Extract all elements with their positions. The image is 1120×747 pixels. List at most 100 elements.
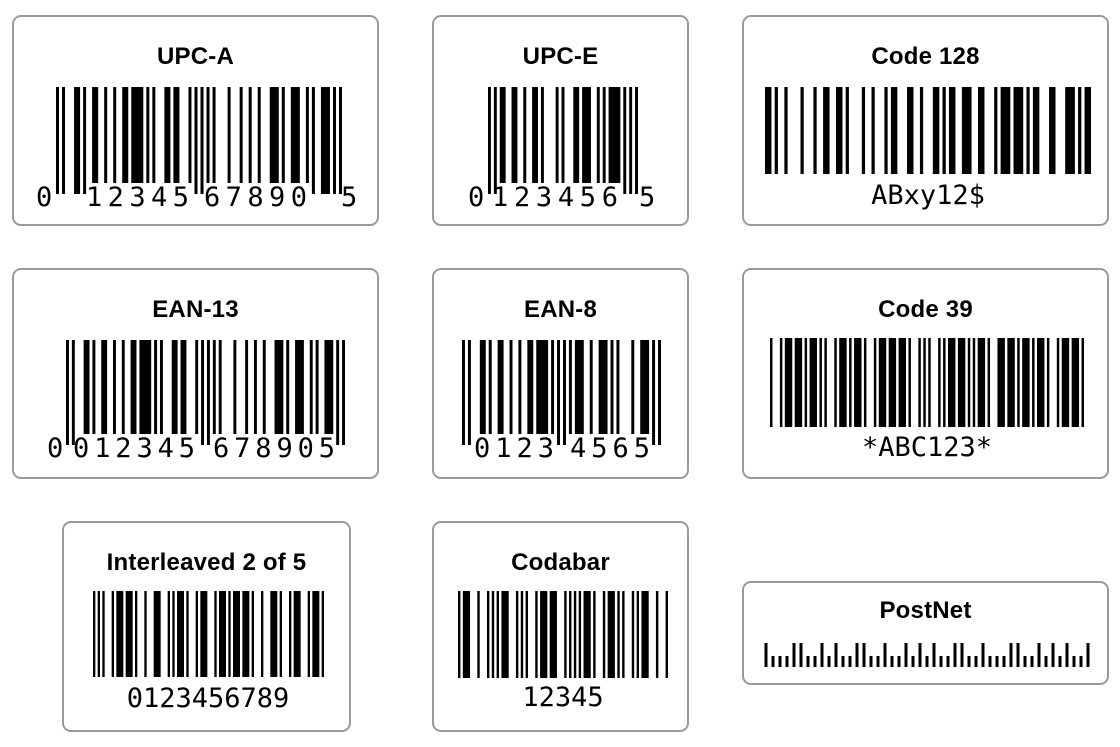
upc-a-digits-left: 12345: [86, 182, 189, 213]
barcode-bar: [321, 591, 324, 677]
postnet-bar: [1079, 656, 1083, 667]
postnet-bar: [1051, 643, 1055, 667]
barcode-bar: [74, 87, 81, 194]
postnet-bar: [939, 656, 943, 667]
barcode-bar: [152, 87, 156, 183]
card-title: Code 128: [871, 43, 980, 70]
barcode-bar: [479, 340, 486, 434]
barcode-bar: [122, 87, 129, 183]
postnet-bar: [1072, 656, 1076, 667]
barcode-bar: [491, 591, 495, 678]
barcode-bar: [214, 591, 217, 677]
barcode-bar: [932, 87, 940, 174]
barcode-bar: [206, 87, 210, 183]
barcode-bar: [836, 87, 843, 174]
barcode-bar: [218, 340, 222, 434]
barcode-bar: [863, 338, 867, 427]
barcode-bar: [1022, 338, 1030, 427]
barcode-bar: [1026, 87, 1030, 174]
barcode-card-ean-13: EAN-13 0 012345 678905: [12, 268, 379, 479]
barcode-bar: [629, 87, 633, 194]
barcode-bar: [242, 591, 250, 677]
postnet-bar: [771, 656, 775, 667]
barcode-bar: [809, 338, 817, 427]
interleaved-2-of-5-barcode: 0123456789: [93, 591, 324, 714]
postnet-bar: [1009, 643, 1013, 667]
barcode-bar: [467, 340, 471, 445]
barcode-card-interleaved-2-of-5: Interleaved 2 of 5 0123456789: [62, 521, 351, 732]
barcode-bar: [144, 591, 147, 677]
postnet-bar: [904, 643, 908, 667]
barcode-bar: [779, 338, 783, 427]
barcode-bar: [938, 338, 941, 427]
barcode-bar: [1078, 87, 1082, 174]
postnet-bar: [1016, 643, 1020, 667]
barcode-bar: [131, 87, 144, 183]
barcode-bar: [295, 340, 304, 434]
barcode-bar: [509, 340, 513, 434]
barcode-bar: [784, 87, 788, 174]
barcode-bar: [239, 87, 243, 183]
barcode-bar: [898, 338, 906, 427]
barcode-bar: [631, 340, 635, 434]
barcode-bar: [1037, 338, 1045, 427]
codabar-barcode: 12345: [458, 591, 668, 713]
barcode-bar: [274, 340, 284, 434]
barcode-bar: [146, 87, 150, 183]
postnet-bar: [953, 643, 957, 667]
card-title: PostNet: [879, 597, 972, 624]
codabar-text: 12345: [522, 682, 603, 713]
barcode-bar: [188, 87, 192, 183]
barcode-bar: [307, 591, 310, 677]
barcode-bar: [173, 87, 180, 183]
postnet-bar: [778, 656, 782, 667]
ean-13-digits-right: 678905: [213, 433, 335, 464]
barcode-bar: [262, 340, 266, 434]
barcode-bar: [596, 87, 600, 183]
barcode-bar: [987, 338, 991, 427]
barcode-bar: [961, 87, 972, 174]
barcode-bar: [957, 338, 966, 427]
barcode-bar: [1007, 338, 1015, 427]
barcode-bar: [923, 338, 926, 427]
barcode-bar: [804, 338, 808, 427]
barcode-bar: [824, 338, 827, 427]
barcode-bar: [574, 340, 584, 434]
postnet-bar: [918, 643, 922, 667]
barcode-bar: [557, 340, 561, 445]
barcode-bar: [121, 340, 125, 434]
barcode-bar: [97, 591, 100, 677]
barcode-bar: [248, 87, 252, 183]
barcode-bar: [62, 87, 66, 194]
barcode-bar: [488, 87, 491, 194]
barcode-bar: [555, 87, 559, 183]
barcode-bar: [253, 340, 257, 434]
barcode-bar: [794, 338, 803, 427]
barcode-bar: [515, 591, 519, 678]
barcode-bar: [92, 340, 96, 434]
barcode-bar: [819, 338, 822, 427]
barcode-bar: [823, 87, 830, 174]
barcode-bar: [289, 591, 292, 677]
card-title: Interleaved 2 of 5: [106, 549, 307, 576]
barcode-bar: [154, 340, 158, 434]
card-title: UPC-A: [157, 43, 234, 70]
barcode-card-upc-e: UPC-E 0 123456 5: [432, 15, 689, 226]
barcode-bar: [640, 340, 650, 434]
barcode-bar: [593, 591, 596, 678]
postnet-bar: [876, 656, 880, 667]
barcode-bar: [293, 591, 301, 677]
barcode-bar: [164, 87, 171, 183]
barcode-bar: [281, 87, 285, 183]
ean-8-digits-right: 4565: [570, 433, 650, 464]
barcode-bar: [665, 591, 668, 678]
barcode-bar: [1071, 338, 1080, 427]
barcode-bar: [261, 591, 264, 677]
barcode-bar: [311, 87, 315, 194]
barcode-bar: [324, 340, 334, 434]
barcode-bar: [918, 338, 921, 427]
barcode-bar: [907, 87, 914, 174]
upc-e-digit-left: 0: [468, 182, 484, 213]
barcode-bar: [549, 591, 557, 678]
barcode-bar: [978, 87, 985, 174]
